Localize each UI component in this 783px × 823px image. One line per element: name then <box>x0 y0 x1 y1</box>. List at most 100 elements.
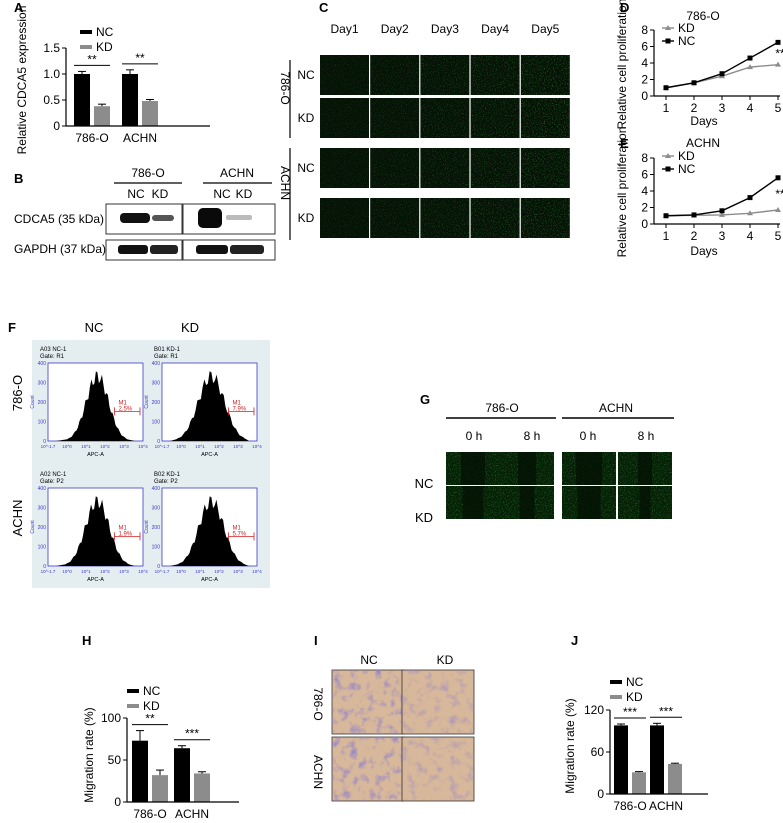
fluor-image-cells <box>520 98 570 138</box>
fluor-image-cells <box>370 98 420 138</box>
panel-e-x-tick-label: 2 <box>691 229 698 243</box>
flow-x-axis-label: APC-A <box>87 577 104 583</box>
fluor-image-cells <box>520 55 570 95</box>
day-label: Day2 <box>381 22 409 36</box>
panel-d-y-tick-label: 6 <box>641 40 648 54</box>
fluor-image-cells <box>420 148 470 188</box>
band-gapdh-786o-kd <box>150 245 178 254</box>
legend-swatch-kd <box>610 695 622 699</box>
panel-h-bar-nc <box>174 748 190 802</box>
panel-d-point-kd <box>747 64 753 70</box>
stain-row-786o: 786-O <box>311 687 325 720</box>
panel-e-point-nc <box>747 195 753 201</box>
flow-x-tick: 10^1 <box>81 569 91 574</box>
panel-letter-c: C <box>319 0 329 15</box>
panel-a-y-tick-label: 1.5 <box>43 41 60 55</box>
panel-j-category-label: 786-O <box>613 799 646 813</box>
panel-c-row-line-786o: 786-O <box>278 71 292 104</box>
day-label: Day5 <box>531 22 559 36</box>
flow-y-tick: 300 <box>38 381 47 387</box>
flow-sample-id: A02 NC-1 <box>40 472 67 478</box>
panel-e-point-nc <box>775 175 781 181</box>
flow-y-axis-label: Count <box>144 520 150 534</box>
flow-x-tick: 10^2 <box>214 444 224 449</box>
panel-h-chart: 0 50 100 786-O ** ACHN *** <box>101 711 239 821</box>
flow-y-axis-label: Count <box>144 395 150 409</box>
fluor-image-cells <box>370 198 420 238</box>
panel-h-sig-marker: *** <box>185 727 199 741</box>
flow-gate-pct: 7.9% <box>233 406 247 412</box>
stain-image-cells <box>402 737 474 801</box>
panel-d-sig-marker: ** <box>775 47 783 61</box>
fluor-image-cells <box>320 198 369 238</box>
flow-x-tick: 10^-1.7 <box>41 444 56 449</box>
flow-x-tick: 10^4 <box>138 444 148 449</box>
flow-gate-pct: 5.7% <box>233 531 247 537</box>
panel-b: B 786-O ACHN NC KD NC KD CDCA5 (35 kDa) … <box>14 166 276 261</box>
day-label: Day1 <box>330 22 358 36</box>
legend-label-nc: NC <box>96 25 114 39</box>
flow-y-tick: 0 <box>43 439 46 445</box>
legend-swatch-kd <box>80 45 92 49</box>
panel-e-xlabel: Days <box>690 244 717 258</box>
panel-d-point-nc <box>747 55 753 61</box>
flow-y-tick: 100 <box>38 420 47 426</box>
panel-letter-f: F <box>8 320 16 335</box>
panel-a-sig-marker: ** <box>87 52 97 66</box>
flow-gate-pct: 1.9% <box>119 531 133 537</box>
legend-swatch-kd <box>127 704 139 708</box>
panel-d-y-tick-label: 0 <box>641 89 648 103</box>
blot-row-label-cdca5: CDCA5 (35 kDa) <box>14 212 104 226</box>
wound-time-1: 0 h <box>466 429 483 443</box>
panel-a-category-label: ACHN <box>123 131 157 145</box>
fluor-image-cells <box>420 198 470 238</box>
wound-time-4: 8 h <box>638 429 655 443</box>
panel-e-x-tick-label: 4 <box>747 229 754 243</box>
panel-j: J Migration rate (%) NC KD 0 60 120 786-O **… <box>563 633 708 813</box>
panel-letter-a: A <box>14 0 24 15</box>
flow-y-tick: 100 <box>152 545 161 551</box>
panel-d-y-tick-label: 2 <box>641 73 648 87</box>
panel-j-sig-marker: *** <box>623 705 637 719</box>
flow-y-tick: 200 <box>152 525 161 531</box>
flow-y-tick: 100 <box>38 545 47 551</box>
panel-letter-d: D <box>620 0 629 15</box>
panel-j-sig-marker: *** <box>659 704 673 718</box>
wound-gap <box>519 486 535 519</box>
legend-swatch-nc <box>127 689 139 693</box>
legend-label-kd: KD <box>626 690 643 704</box>
flow-x-tick: 10^2 <box>100 569 110 574</box>
panel-d-legend-marker-kd <box>665 25 671 30</box>
panel-e-y-tick-label: 4 <box>641 184 648 198</box>
wound-gap <box>518 452 536 485</box>
flow-gate: Gate: P2 <box>154 479 178 485</box>
panel-letter-h: H <box>82 633 91 648</box>
blot-cell-line-achn: ACHN <box>220 166 254 180</box>
fluor-image-cells <box>470 198 520 238</box>
blot-cell-line-786o: 786-O <box>131 166 164 180</box>
panel-d-point-nc <box>775 39 781 45</box>
fluor-image-cells <box>320 98 369 138</box>
flow-y-tick: 400 <box>38 361 47 367</box>
panel-e-legend-label-nc: NC <box>678 162 696 176</box>
flow-histogram <box>56 371 135 441</box>
panel-c-row-cond: NC <box>297 68 315 82</box>
panel-h-y-tick-label: 50 <box>108 753 122 767</box>
panel-d-title: 786-O <box>686 9 719 23</box>
legend-label-kd: KD <box>96 40 113 54</box>
panel-letter-b: B <box>14 171 23 186</box>
flow-x-tick: 10^-1.7 <box>155 444 170 449</box>
panel-e-point-kd <box>747 210 753 216</box>
panel-e-sig-marker: ** <box>775 187 783 201</box>
flow-gate-name: M1 <box>233 400 242 406</box>
fluor-image-cells <box>320 148 369 188</box>
panel-e-ylabel: Relative cell proliferation <box>615 127 629 258</box>
blot-lane-3: NC <box>213 187 231 201</box>
flow-y-axis-label: Count <box>30 520 36 534</box>
wound-gap <box>638 452 652 485</box>
legend-swatch-nc <box>610 680 622 684</box>
panel-j-bar-nc <box>650 725 664 794</box>
stain-image-cells <box>402 670 474 734</box>
